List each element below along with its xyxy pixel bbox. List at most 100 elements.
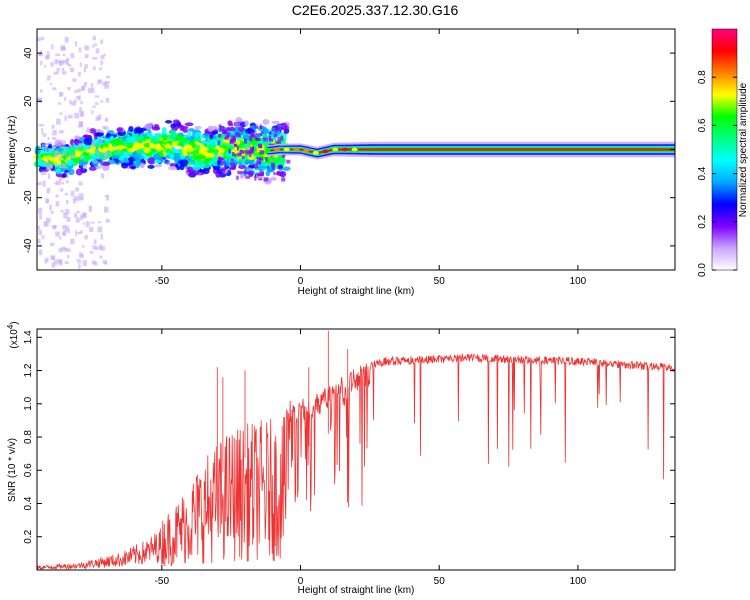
heatmap-cell (60, 210, 64, 213)
heatmap-cell (238, 134, 241, 138)
heatmap-cell (213, 150, 219, 157)
heatmap-cell (66, 159, 74, 166)
heatmap-cell (65, 209, 70, 215)
heatmap-cell (41, 235, 45, 239)
heatmap-cell (202, 133, 210, 138)
heatmap-cell (79, 62, 82, 67)
heatmap-cell (200, 134, 205, 139)
heatmap-cell (66, 199, 69, 205)
heatmap-cell (82, 260, 87, 266)
heatmap-cell (147, 157, 155, 164)
heatmap-cell (94, 95, 100, 98)
heatmap-cell (59, 130, 64, 134)
heatmap-cell (237, 121, 241, 127)
heatmap-cell (284, 130, 288, 134)
heatmap-cell (104, 126, 109, 130)
heatmap-cell (153, 159, 162, 164)
heatmap-cell (212, 130, 218, 135)
heatmap-cell (43, 221, 47, 227)
heatmap-cell (187, 166, 195, 173)
heatmap-cell (195, 144, 201, 152)
heatmap-cell (90, 221, 95, 224)
heatmap-cell (73, 213, 78, 218)
heatmap-cell (270, 162, 275, 168)
heatmap-cell (52, 129, 57, 136)
heatmap-cell (92, 160, 98, 164)
heatmap-cell (244, 120, 249, 127)
heatmap-cell (253, 163, 259, 169)
snr-x-tick-label: -50 (155, 576, 170, 587)
heatmap-cell (44, 161, 49, 165)
heatmap-cell (66, 172, 69, 179)
heatmap-cell (103, 153, 107, 160)
heatmap-cell (121, 163, 129, 169)
heatmap-cell (103, 206, 109, 213)
heatmap-cell (256, 157, 262, 162)
heatmap-cell (67, 63, 72, 67)
heatmap-cell (50, 62, 54, 67)
heatmap-cell (62, 53, 66, 57)
heatmap-cell (80, 254, 84, 258)
heatmap-cell (183, 137, 189, 142)
heatmap-cell (104, 84, 109, 89)
heatmap-cell (66, 57, 70, 62)
heatmap-cell (64, 46, 67, 51)
heatmap-cell (268, 138, 274, 142)
heatmap-cell (46, 188, 51, 194)
spectrogram-x-tick-label: 50 (434, 276, 446, 287)
heatmap-cell (245, 151, 250, 155)
heatmap-cell (88, 205, 93, 212)
heatmap-cell (263, 137, 268, 142)
heatmap-cell (248, 159, 255, 166)
snr-x-tick-label: 50 (434, 576, 446, 587)
heatmap-cell (106, 133, 112, 137)
heatmap-cell (228, 149, 231, 154)
heatmap-cell (62, 225, 66, 230)
heatmap-cell (172, 119, 180, 125)
heatmap-cell (60, 45, 66, 51)
heatmap-cell (192, 163, 200, 168)
heatmap-cell (184, 122, 194, 127)
heatmap-cell (273, 134, 278, 138)
spectrogram-y-tick-label: 0 (23, 146, 34, 152)
heatmap-cell (221, 169, 226, 174)
heatmap-cell (62, 60, 66, 63)
heatmap-cell (102, 164, 110, 172)
heatmap-cell (244, 149, 250, 153)
heatmap-cell (34, 148, 41, 155)
heatmap-cell (105, 97, 110, 103)
heatmap-cell (50, 210, 54, 214)
heatmap-cell (39, 50, 42, 55)
heatmap-cell (88, 166, 97, 171)
heatmap-cell (37, 225, 40, 230)
heatmap-cell (67, 114, 73, 119)
heatmap-cell (182, 128, 188, 133)
heatmap-cell (92, 245, 97, 250)
heatmap-cell (139, 162, 145, 169)
colorbar: 0.0 0.2 0.4 0.6 0.8 Normalized spectral ampl… (697, 28, 749, 277)
spectrogram-x-tick-label: 0 (298, 276, 304, 287)
heatmap-cell (173, 155, 181, 162)
heatmap-cell (250, 132, 254, 137)
spectrogram-y-tick-label: -20 (23, 190, 34, 205)
heatmap-cell (61, 182, 64, 185)
heatmap-cell (52, 155, 56, 159)
heatmap-cell (38, 162, 47, 167)
heatmap-cell (41, 128, 44, 134)
spectrogram-x-tick-label: -50 (155, 276, 170, 287)
heatmap-cell (64, 36, 69, 43)
heatmap-cell (284, 127, 288, 130)
heatmap-cell (83, 212, 87, 218)
heatmap-cell (160, 141, 165, 145)
heatmap-cell (293, 147, 300, 152)
heatmap-cell (154, 164, 163, 168)
heatmap-cell (215, 136, 222, 141)
heatmap-cell (231, 152, 235, 157)
heatmap-cell (244, 159, 249, 165)
heatmap-cell (85, 45, 90, 51)
heatmap-cell (249, 134, 252, 138)
heatmap-cell (94, 102, 99, 105)
heatmap-cell (167, 136, 176, 140)
heatmap-cell (82, 245, 85, 248)
heatmap-cell (75, 96, 80, 99)
